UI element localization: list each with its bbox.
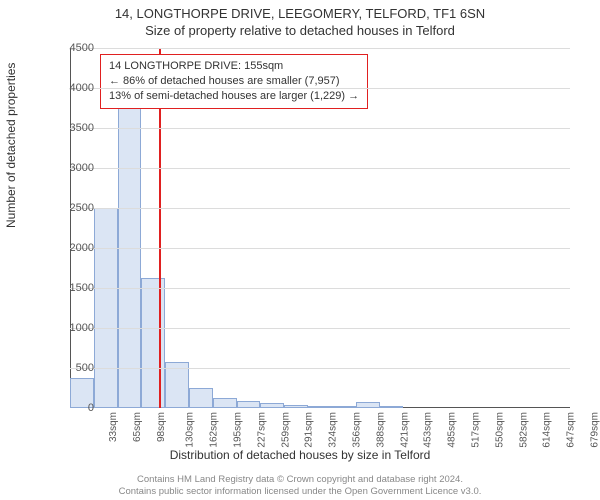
x-tick-label: 98sqm [156, 412, 167, 442]
x-tick-label: 582sqm [518, 412, 529, 448]
x-tick-label: 162sqm [209, 412, 220, 448]
y-tick-label: 0 [54, 402, 94, 414]
x-tick-label: 324sqm [328, 412, 339, 448]
bar [141, 278, 165, 408]
info-line-2: ← 86% of detached houses are smaller (7,… [109, 74, 359, 89]
bar [284, 405, 308, 408]
y-tick-label: 2000 [54, 242, 94, 254]
x-tick-label: 356sqm [352, 412, 363, 448]
y-tick-label: 4500 [54, 42, 94, 54]
x-tick-label: 388sqm [375, 412, 386, 448]
x-tick-label: 195sqm [233, 412, 244, 448]
x-tick-label: 65sqm [132, 412, 143, 442]
y-axis-title: Number of detached properties [4, 63, 18, 228]
bar [189, 388, 213, 408]
bar [356, 402, 380, 408]
y-tick-label: 4000 [54, 82, 94, 94]
x-tick-label: 550sqm [494, 412, 505, 448]
info-line-3: 13% of semi-detached houses are larger (… [109, 89, 359, 104]
y-tick-label: 2500 [54, 202, 94, 214]
x-tick-label: 647sqm [566, 412, 577, 448]
x-tick-label: 421sqm [399, 412, 410, 448]
bar [94, 208, 118, 408]
x-tick-label: 453sqm [423, 412, 434, 448]
y-tick-label: 500 [54, 362, 94, 374]
x-tick-label: 130sqm [185, 412, 196, 448]
x-tick-label: 33sqm [108, 412, 119, 442]
footer-line-2: Contains public sector information licen… [0, 486, 600, 498]
x-tick-label: 227sqm [256, 412, 267, 448]
info-box: 14 LONGTHORPE DRIVE: 155sqm ← 86% of det… [100, 54, 368, 109]
grid-line [70, 48, 570, 49]
x-tick-label: 259sqm [280, 412, 291, 448]
grid-line [70, 368, 570, 369]
x-tick-label: 291sqm [304, 412, 315, 448]
grid-line [70, 288, 570, 289]
x-tick-label: 614sqm [542, 412, 553, 448]
bar [237, 401, 261, 408]
footer: Contains HM Land Registry data © Crown c… [0, 474, 600, 498]
info-line-1: 14 LONGTHORPE DRIVE: 155sqm [109, 59, 359, 74]
grid-line [70, 328, 570, 329]
x-tick-label: 517sqm [471, 412, 482, 448]
bar [332, 406, 356, 408]
grid-line [70, 88, 570, 89]
chart-container: 14, LONGTHORPE DRIVE, LEEGOMERY, TELFORD… [0, 0, 600, 500]
bar [118, 104, 142, 408]
footer-line-1: Contains HM Land Registry data © Crown c… [0, 474, 600, 486]
grid-line [70, 128, 570, 129]
bar [260, 403, 284, 408]
y-tick-label: 3000 [54, 162, 94, 174]
y-tick-label: 1500 [54, 282, 94, 294]
bar [380, 406, 404, 408]
bar [308, 406, 332, 408]
x-axis-title: Distribution of detached houses by size … [0, 448, 600, 462]
grid-line [70, 168, 570, 169]
title-subtitle: Size of property relative to detached ho… [0, 21, 600, 38]
bar [213, 398, 237, 408]
title-address: 14, LONGTHORPE DRIVE, LEEGOMERY, TELFORD… [0, 0, 600, 21]
grid-line [70, 248, 570, 249]
grid-line [70, 208, 570, 209]
y-tick-label: 3500 [54, 122, 94, 134]
y-tick-label: 1000 [54, 322, 94, 334]
bar [165, 362, 189, 408]
x-tick-label: 485sqm [447, 412, 458, 448]
x-tick-label: 679sqm [590, 412, 600, 448]
plot-area: 14 LONGTHORPE DRIVE: 155sqm ← 86% of det… [70, 48, 570, 408]
